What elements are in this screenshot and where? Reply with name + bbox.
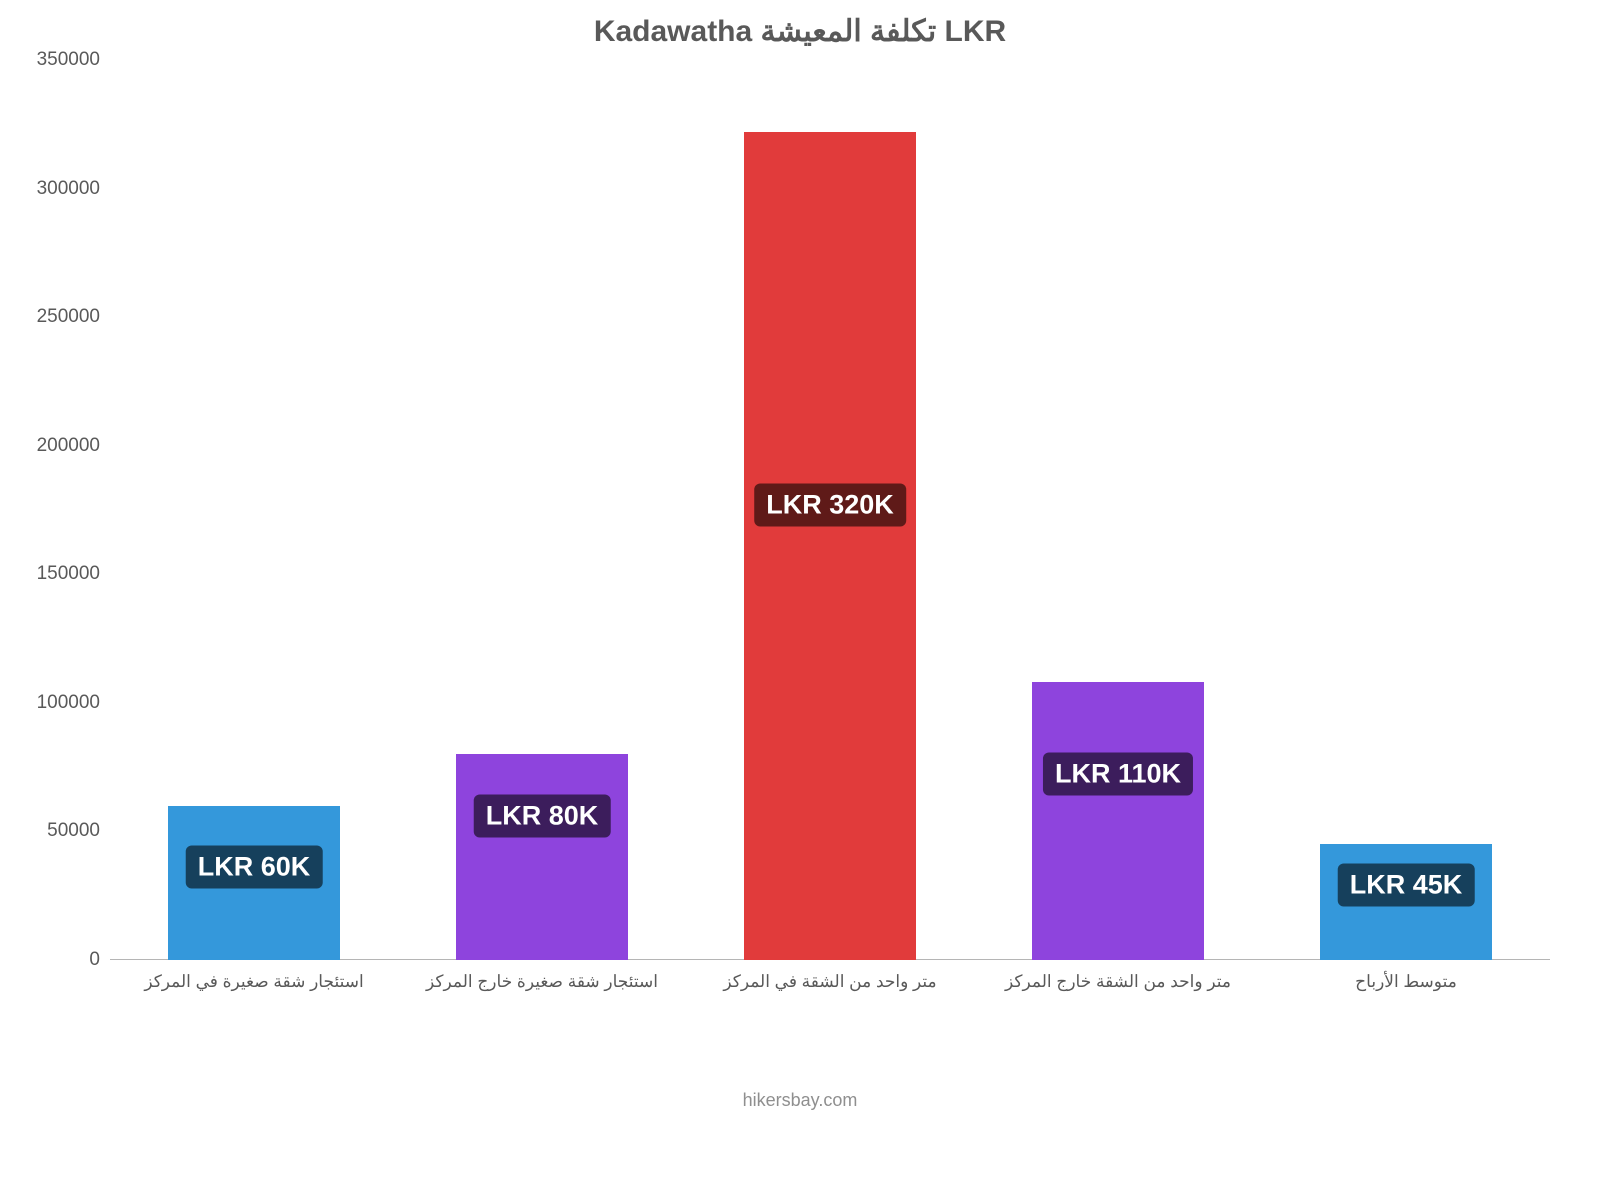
bar [744, 132, 917, 960]
chart-stage: Kadawatha تكلفة المعيشة LKR hikersbay.co… [0, 0, 1600, 1200]
y-tick-label: 250000 [37, 306, 100, 328]
y-tick-label: 0 [89, 949, 100, 971]
attribution-text: hikersbay.com [0, 1090, 1600, 1111]
y-tick-label: 300000 [37, 178, 100, 200]
bar-value-label: LKR 80K [474, 795, 611, 838]
x-tick-label: متر واحد من الشقة خارج المركز [1005, 972, 1231, 992]
y-tick-label: 350000 [37, 49, 100, 71]
bar-value-label: LKR 45K [1338, 863, 1475, 906]
chart-title: Kadawatha تكلفة المعيشة LKR [0, 14, 1600, 49]
bar-value-label: LKR 320K [754, 483, 906, 526]
x-tick-label: متر واحد من الشقة في المركز [723, 972, 936, 992]
x-tick-label: استئجار شقة صغيرة خارج المركز [426, 972, 658, 992]
y-tick-label: 200000 [37, 435, 100, 457]
x-tick-label: استئجار شقة صغيرة في المركز [144, 972, 363, 992]
bar [1032, 682, 1205, 960]
x-tick-label: متوسط الأرباح [1355, 972, 1457, 992]
y-tick-label: 100000 [37, 692, 100, 714]
y-tick-label: 150000 [37, 563, 100, 585]
y-tick-label: 50000 [47, 820, 100, 842]
bar-value-label: LKR 60K [186, 846, 323, 889]
bar-value-label: LKR 110K [1043, 752, 1193, 795]
bar [456, 754, 629, 960]
